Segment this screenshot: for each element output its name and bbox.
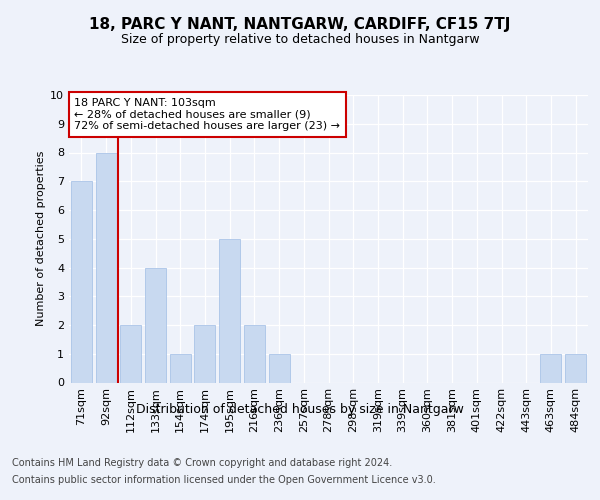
Bar	[170, 354, 191, 382]
Bar	[565, 354, 586, 382]
Bar	[269, 354, 290, 382]
Text: 18, PARC Y NANT, NANTGARW, CARDIFF, CF15 7TJ: 18, PARC Y NANT, NANTGARW, CARDIFF, CF15…	[89, 18, 511, 32]
Bar	[71, 181, 92, 382]
Bar	[145, 268, 166, 382]
Text: Size of property relative to detached houses in Nantgarw: Size of property relative to detached ho…	[121, 32, 479, 46]
Bar	[194, 325, 215, 382]
Bar	[541, 354, 562, 382]
Y-axis label: Number of detached properties: Number of detached properties	[36, 151, 46, 326]
Bar	[244, 325, 265, 382]
Bar	[120, 325, 141, 382]
Text: Contains HM Land Registry data © Crown copyright and database right 2024.: Contains HM Land Registry data © Crown c…	[12, 458, 392, 468]
Text: Contains public sector information licensed under the Open Government Licence v3: Contains public sector information licen…	[12, 475, 436, 485]
Text: 18 PARC Y NANT: 103sqm
← 28% of detached houses are smaller (9)
72% of semi-deta: 18 PARC Y NANT: 103sqm ← 28% of detached…	[74, 98, 340, 131]
Bar	[219, 239, 240, 382]
Text: Distribution of detached houses by size in Nantgarw: Distribution of detached houses by size …	[136, 402, 464, 415]
Bar	[95, 152, 116, 382]
